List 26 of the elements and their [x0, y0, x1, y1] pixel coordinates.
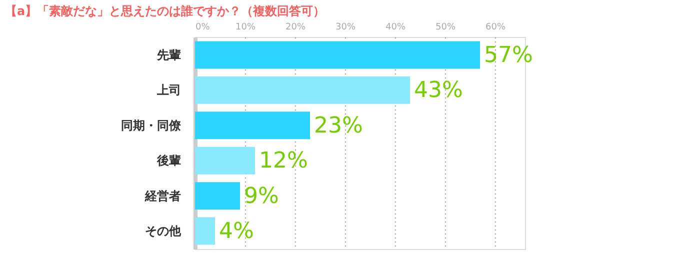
- data-label: 23%: [314, 113, 363, 138]
- chart-title: 【a】「素敵だな」と思えたのは誰ですか？（複数回答可）: [5, 4, 326, 18]
- y-tick-label: 先輩: [156, 48, 181, 62]
- y-tick-label: その他: [145, 224, 182, 238]
- y-tick-label: 上司: [156, 83, 181, 98]
- bar: [195, 41, 480, 69]
- x-tick-label: 50%: [435, 22, 456, 32]
- bar: [195, 182, 240, 210]
- x-tick-label: 0%: [196, 22, 210, 32]
- bar: [195, 146, 255, 174]
- data-label: 43%: [414, 78, 463, 104]
- bar: [195, 217, 215, 245]
- x-tick-label: 60%: [485, 22, 506, 32]
- data-label: 12%: [259, 148, 308, 174]
- x-tick-label: 10%: [235, 22, 256, 32]
- x-tick-label: 20%: [285, 22, 306, 32]
- data-label: 4%: [219, 219, 254, 244]
- bar: [195, 76, 410, 104]
- x-tick-label: 30%: [335, 22, 356, 32]
- x-tick-label: 40%: [385, 22, 406, 32]
- y-tick-label: 後輩: [156, 154, 181, 168]
- bar: [195, 112, 310, 140]
- data-label: 57%: [484, 42, 533, 68]
- y-tick-label: 経営者: [144, 188, 181, 203]
- y-tick-label: 同期・同僚: [121, 118, 182, 132]
- data-label: 9%: [244, 184, 279, 209]
